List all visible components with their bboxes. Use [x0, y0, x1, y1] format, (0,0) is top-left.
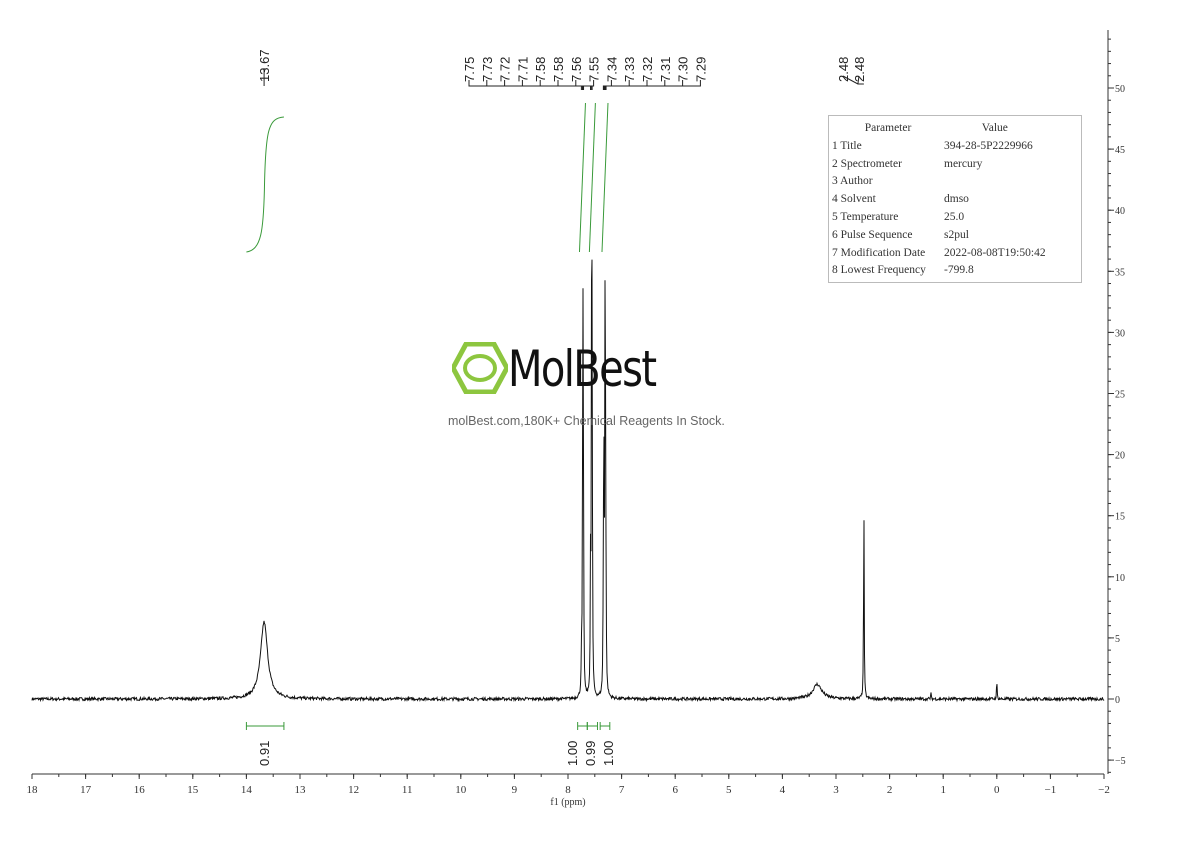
- header-parameter: Parameter: [864, 122, 912, 134]
- table-row: 1 Title 394-28-5P2229966: [832, 137, 1046, 155]
- table-row: 2 Spectrometer mercury: [832, 155, 1046, 173]
- param-value: dmso: [944, 193, 969, 206]
- x-tick-label: 13: [295, 784, 307, 796]
- x-tick-label: 3: [833, 784, 839, 796]
- y-tick-label: 50: [1115, 84, 1125, 95]
- table-row: 6 Pulse Sequence s2pul: [832, 226, 1046, 244]
- integral-curve: [601, 102, 609, 253]
- integral-value: 1.00: [565, 741, 580, 766]
- watermark-name: MolBest: [508, 340, 657, 398]
- peak-label: 7.71: [515, 57, 530, 82]
- y-tick-label: 45: [1115, 145, 1125, 156]
- x-tick-label: 2: [887, 784, 893, 796]
- peak-label: 7.58: [551, 57, 566, 82]
- peak-label: 7.58: [533, 57, 548, 82]
- peak-label: 2.48: [836, 57, 851, 82]
- param-name: 6 Pulse Sequence: [832, 228, 913, 241]
- param-value: -799.8: [944, 264, 974, 277]
- y-tick-label: 40: [1115, 206, 1125, 217]
- x-tick-label: 8: [565, 784, 571, 796]
- table-header: Parameter Value: [832, 119, 1046, 137]
- integral-value: 0.91: [257, 741, 272, 766]
- peak-label: 7.73: [480, 57, 495, 82]
- x-tick-label: 10: [455, 784, 467, 796]
- peak-label: 7.33: [622, 57, 637, 82]
- x-tick-label: 9: [512, 784, 518, 796]
- table-row: 5 Temperature 25.0: [832, 208, 1046, 226]
- peak-label: 2.48: [852, 57, 867, 82]
- param-name: 8 Lowest Frequency: [832, 264, 926, 277]
- y-tick-label: 5: [1115, 634, 1120, 645]
- x-axis-label: f1 (ppm): [550, 797, 585, 808]
- peak-label: 7.30: [676, 57, 691, 82]
- peak-label: 7.56: [569, 57, 584, 82]
- y-tick-label: 35: [1115, 267, 1125, 278]
- peak-label-line: [605, 80, 701, 90]
- peak-label: 7.75: [462, 57, 477, 82]
- y-tick-label: −5: [1115, 756, 1126, 767]
- peak-label-line: [842, 75, 864, 85]
- param-value: 25.0: [944, 211, 965, 224]
- x-tick-label: −1: [1045, 784, 1057, 796]
- table-row: 3 Author: [832, 173, 1046, 191]
- param-name: 2 Spectrometer: [832, 157, 902, 170]
- x-tick-label: 11: [402, 784, 413, 796]
- y-tick-label: 25: [1115, 390, 1125, 401]
- peak-label: 13.67: [257, 49, 272, 82]
- integral-value: 1.00: [601, 741, 616, 766]
- param-name: 1 Title: [832, 139, 862, 152]
- x-tick-label: 17: [80, 784, 92, 796]
- table-row: 7 Modification Date 2022-08-08T19:50:42: [832, 244, 1046, 262]
- x-tick-label: 12: [348, 784, 359, 796]
- integral-curve: [578, 102, 586, 253]
- peak-label-line: [575, 80, 593, 90]
- header-value: Value: [981, 122, 1008, 134]
- x-tick-label: 6: [672, 784, 678, 796]
- param-value: 2022-08-08T19:50:42: [944, 246, 1046, 259]
- x-tick-label: −2: [1098, 784, 1110, 796]
- param-name: 7 Modification Date: [832, 246, 926, 259]
- peak-label: 7.31: [658, 57, 673, 82]
- spectrum-line: [31, 259, 1105, 703]
- x-tick-label: 15: [187, 784, 199, 796]
- y-tick-label: 15: [1115, 512, 1125, 523]
- table-row: 8 Lowest Frequency -799.8: [832, 262, 1046, 280]
- peak-label: 7.72: [498, 57, 513, 82]
- table-row: 4 Solvent dmso: [832, 190, 1046, 208]
- x-tick-label: 0: [994, 784, 1000, 796]
- y-tick-label: 30: [1115, 328, 1125, 339]
- param-value: [944, 173, 1046, 191]
- watermark-tagline: molBest.com,180K+ Chemical Reagents In S…: [448, 414, 725, 428]
- param-name: 3 Author: [832, 175, 873, 188]
- y-tick-label: 10: [1115, 573, 1125, 584]
- integral-value: 0.99: [583, 741, 598, 766]
- param-value: 394-28-5P2229966: [944, 139, 1033, 152]
- x-tick-label: 16: [134, 784, 146, 796]
- peak-label: 7.34: [604, 57, 619, 82]
- param-value: mercury: [944, 157, 983, 170]
- peak-label: 7.29: [693, 57, 708, 82]
- peak-label: 7.55: [587, 57, 602, 82]
- molbest-logo-icon: [450, 341, 510, 399]
- x-tick-label: 1: [940, 784, 946, 796]
- y-tick-label: 0: [1115, 695, 1120, 706]
- x-tick-label: 18: [27, 784, 39, 796]
- x-tick-label: 7: [619, 784, 625, 796]
- integral-curve: [588, 102, 596, 253]
- parameter-table: Parameter Value 1 Title 394-28-5P2229966 2…: [828, 115, 1082, 283]
- x-tick-label: 14: [241, 784, 253, 796]
- param-name: 5 Temperature: [832, 211, 899, 224]
- peak-label-line: [557, 80, 592, 90]
- x-tick-label: 5: [726, 784, 732, 796]
- y-tick-label: 20: [1115, 451, 1125, 462]
- integral-curve: [246, 116, 284, 253]
- param-value: s2pul: [944, 228, 969, 241]
- peak-label: 7.32: [640, 57, 655, 82]
- x-tick-label: 4: [780, 784, 786, 796]
- peak-label-line: [591, 80, 595, 90]
- param-name: 4 Solvent: [832, 193, 876, 206]
